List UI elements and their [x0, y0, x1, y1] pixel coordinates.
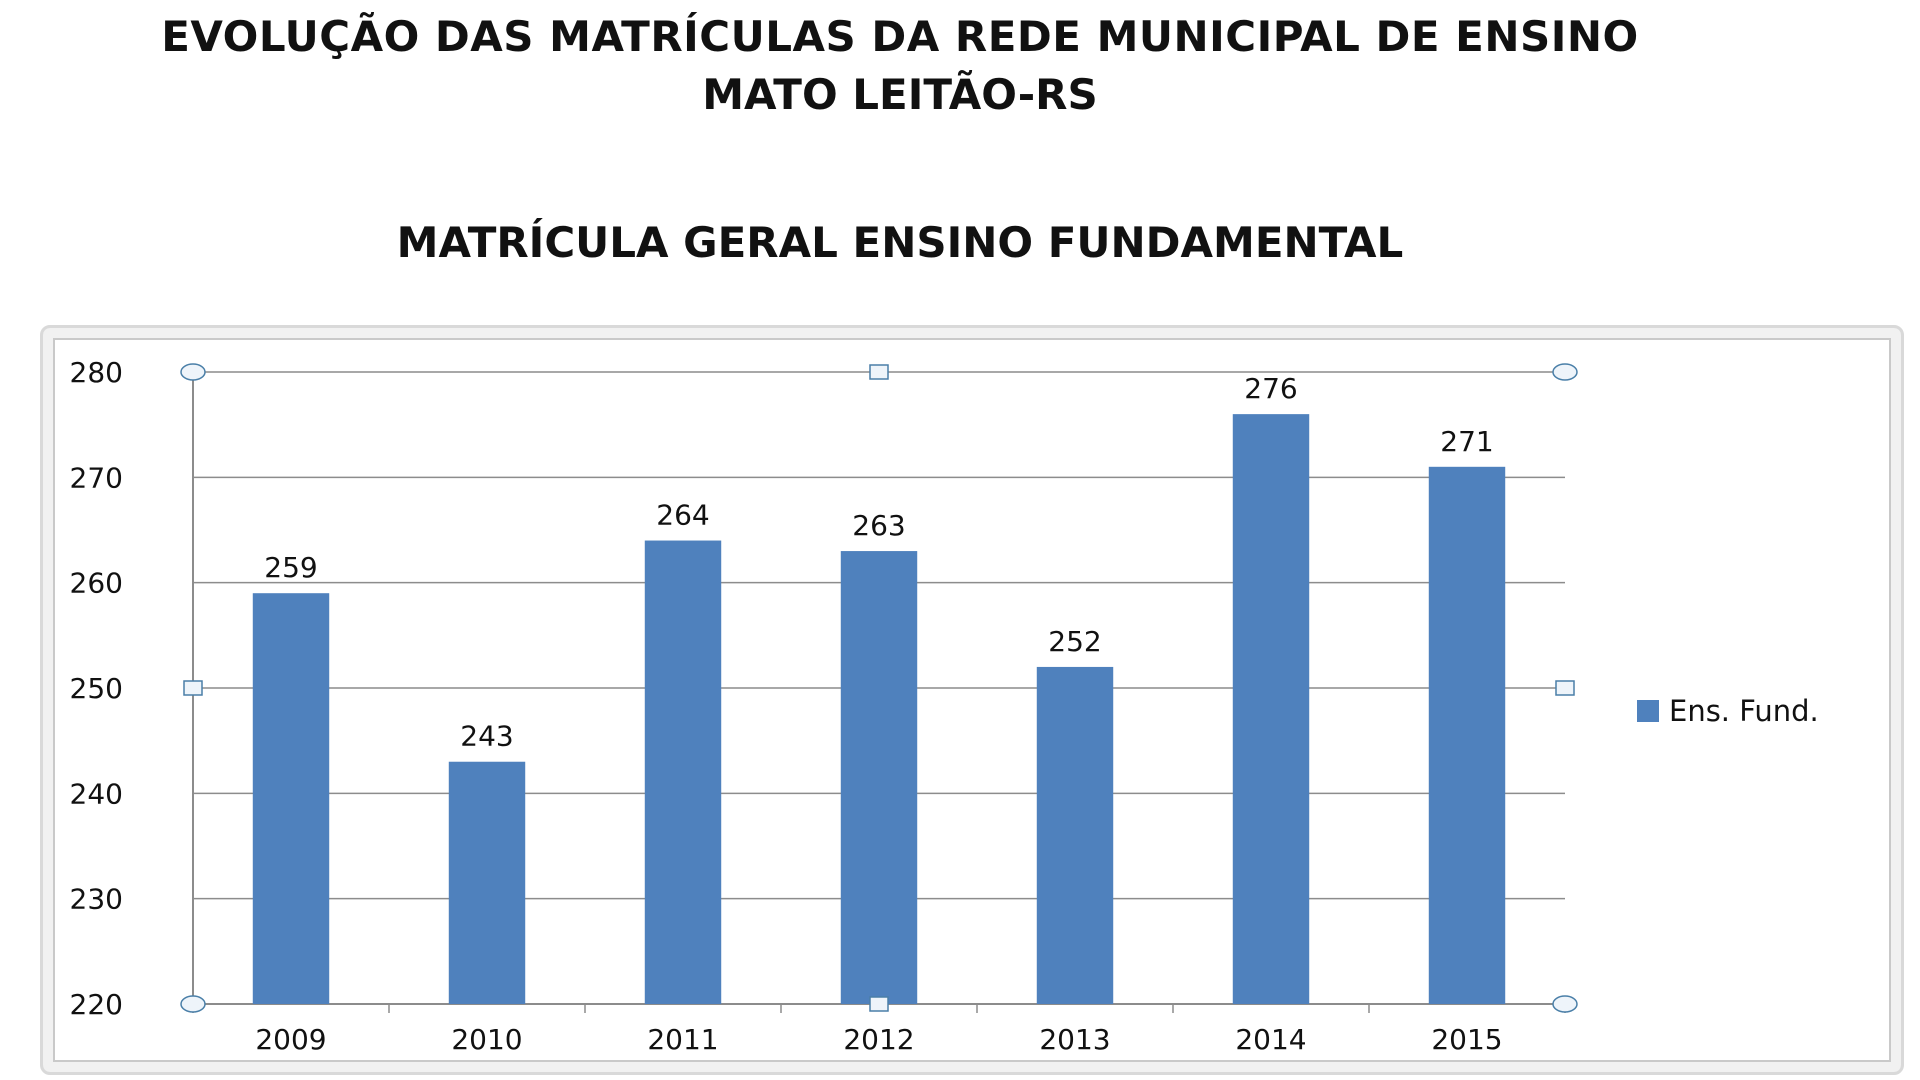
bar: [644, 540, 722, 1004]
resize-handle-icon: [869, 364, 889, 380]
bar: [448, 761, 526, 1004]
bar: [252, 593, 330, 1004]
data-label: 263: [852, 509, 905, 542]
bar: [1036, 666, 1114, 1004]
x-tick-label: 2014: [1235, 1023, 1306, 1056]
resize-handle-icon: [869, 996, 889, 1012]
y-tick-label: 280: [70, 356, 123, 389]
resize-handle-icon: [180, 995, 206, 1013]
y-tick-label: 240: [70, 777, 123, 810]
resize-handle-icon: [1552, 363, 1578, 381]
bar: [840, 551, 918, 1004]
chart-container[interactable]: 220 230 240 250 260 270 280 259 2009 243 2010 264 20…: [40, 325, 1904, 1075]
bar: [1232, 414, 1310, 1005]
data-label: 271: [1440, 425, 1493, 458]
data-label: 264: [656, 499, 709, 532]
x-tick-label: 2013: [1039, 1023, 1110, 1056]
data-label: 259: [264, 551, 317, 584]
resize-handle-icon: [180, 363, 206, 381]
legend-label: Ens. Fund.: [1669, 694, 1819, 728]
x-tick-label: 2012: [843, 1023, 914, 1056]
x-tick-label: 2010: [451, 1023, 522, 1056]
resize-handle-icon: [1555, 680, 1575, 696]
x-tick-label: 2009: [255, 1023, 326, 1056]
page-subtitle: MATO LEITÃO-RS: [702, 70, 1098, 119]
y-tick-label: 220: [70, 988, 123, 1021]
resize-handle-icon: [1552, 995, 1578, 1013]
data-label: 243: [460, 720, 513, 753]
y-tick-label: 270: [70, 461, 123, 494]
resize-handle-icon: [183, 680, 203, 696]
bar-chart: 220 230 240 250 260 270 280 259 2009 243 2010 264 20…: [70, 356, 1819, 1056]
x-tick-label: 2011: [647, 1023, 718, 1056]
x-tick-label: 2015: [1431, 1023, 1502, 1056]
y-tick-label: 230: [70, 883, 123, 916]
bar: [1428, 466, 1506, 1004]
data-label: 276: [1244, 372, 1297, 405]
data-label: 252: [1048, 625, 1101, 658]
legend-swatch: [1637, 700, 1659, 722]
chart-title: MATRÍCULA GERAL ENSINO FUNDAMENTAL: [396, 218, 1404, 267]
y-tick-label: 250: [70, 672, 123, 705]
y-tick-label: 260: [70, 567, 123, 600]
page-title: EVOLUÇÃO DAS MATRÍCULAS DA REDE MUNICIPA…: [161, 12, 1639, 61]
